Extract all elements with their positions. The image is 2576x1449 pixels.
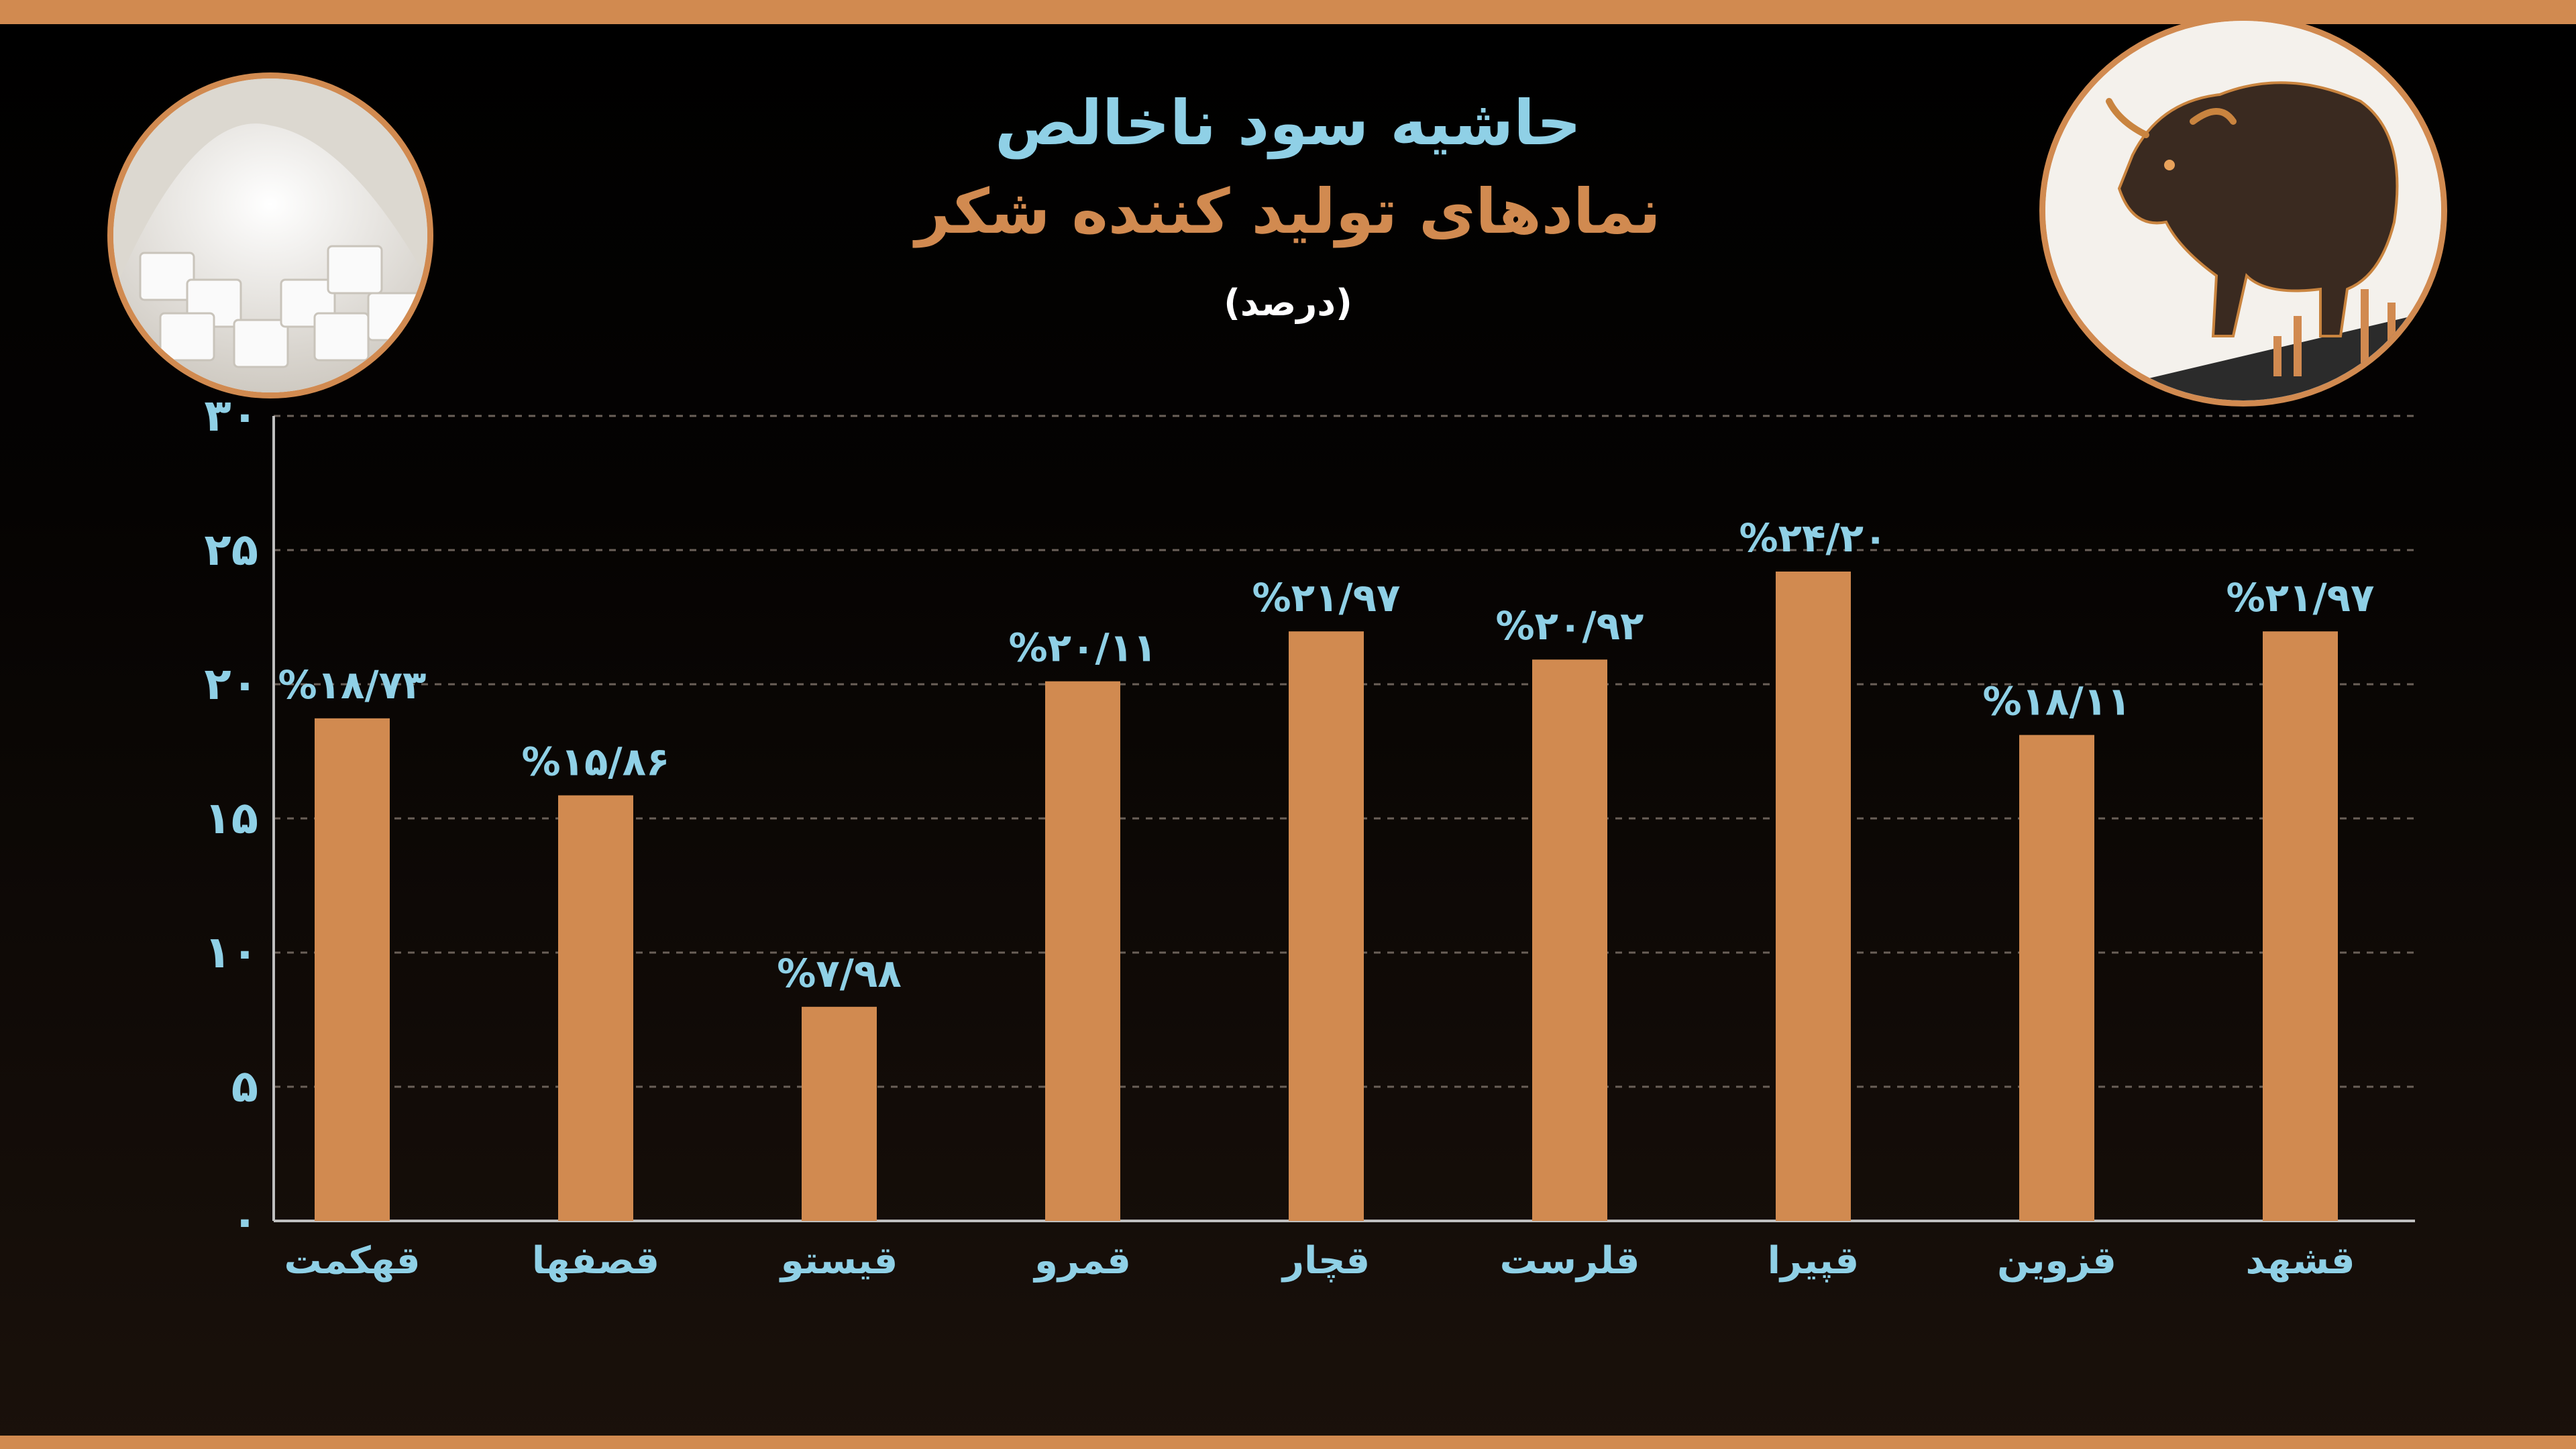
- x-tick-label: قپیرا: [1768, 1239, 1859, 1283]
- y-tick-label: ۵: [231, 1061, 258, 1112]
- y-tick-label: ۱۰: [204, 926, 258, 978]
- chart-title: حاشیه سود ناخالص: [994, 87, 1582, 159]
- data-label: %۲۴/۲۰: [1739, 515, 1888, 561]
- data-label: %۲۰/۹۲: [1496, 603, 1644, 649]
- unit-label: (درصد): [1224, 282, 1352, 324]
- y-tick-label: ۱۵: [204, 792, 258, 844]
- bull-image-icon: [2039, 15, 2447, 407]
- bar: [802, 1006, 877, 1221]
- x-tick-label: قچار: [1281, 1239, 1370, 1283]
- x-tick-label: قیستو: [779, 1239, 898, 1283]
- bottom-accent-bar: [0, 1436, 2576, 1449]
- bar: [315, 718, 390, 1221]
- y-tick-label: ۲۰: [204, 658, 258, 710]
- data-label: %۱۵/۸۶: [522, 739, 670, 785]
- y-tick-label: ۲۵: [204, 524, 258, 576]
- data-label: %۲۱/۹۷: [1252, 575, 1401, 621]
- bar: [2263, 631, 2338, 1221]
- y-tick-label: ۳۰: [204, 390, 258, 441]
- bar: [1532, 659, 1607, 1221]
- bar: [1045, 681, 1120, 1221]
- y-tick-label: ۰: [231, 1195, 258, 1246]
- x-tick-label: قهکمت: [284, 1239, 420, 1283]
- sugar-image-icon: [107, 72, 433, 398]
- chart-subtitle: نمادهای تولید کننده شکر: [915, 176, 1661, 248]
- data-label: %۲۰/۱۱: [1009, 625, 1157, 671]
- x-tick-label: قصفها: [532, 1239, 659, 1283]
- data-label: %۲۱/۹۷: [2226, 575, 2375, 621]
- top-accent-bar: [0, 0, 2576, 24]
- bar: [1776, 572, 1851, 1221]
- data-label: %۱۸/۱۱: [1983, 679, 2131, 724]
- bar: [2019, 735, 2094, 1221]
- data-label: %۱۸/۷۳: [278, 662, 427, 708]
- x-tick-label: قمرو: [1032, 1239, 1131, 1283]
- data-label: %۷/۹۸: [777, 951, 902, 996]
- x-tick-label: قلرست: [1500, 1239, 1640, 1283]
- bar: [558, 795, 633, 1221]
- x-tick-label: قزوین: [1997, 1239, 2116, 1283]
- x-tick-label: قشهد: [2246, 1239, 2355, 1283]
- bar: [1289, 631, 1364, 1221]
